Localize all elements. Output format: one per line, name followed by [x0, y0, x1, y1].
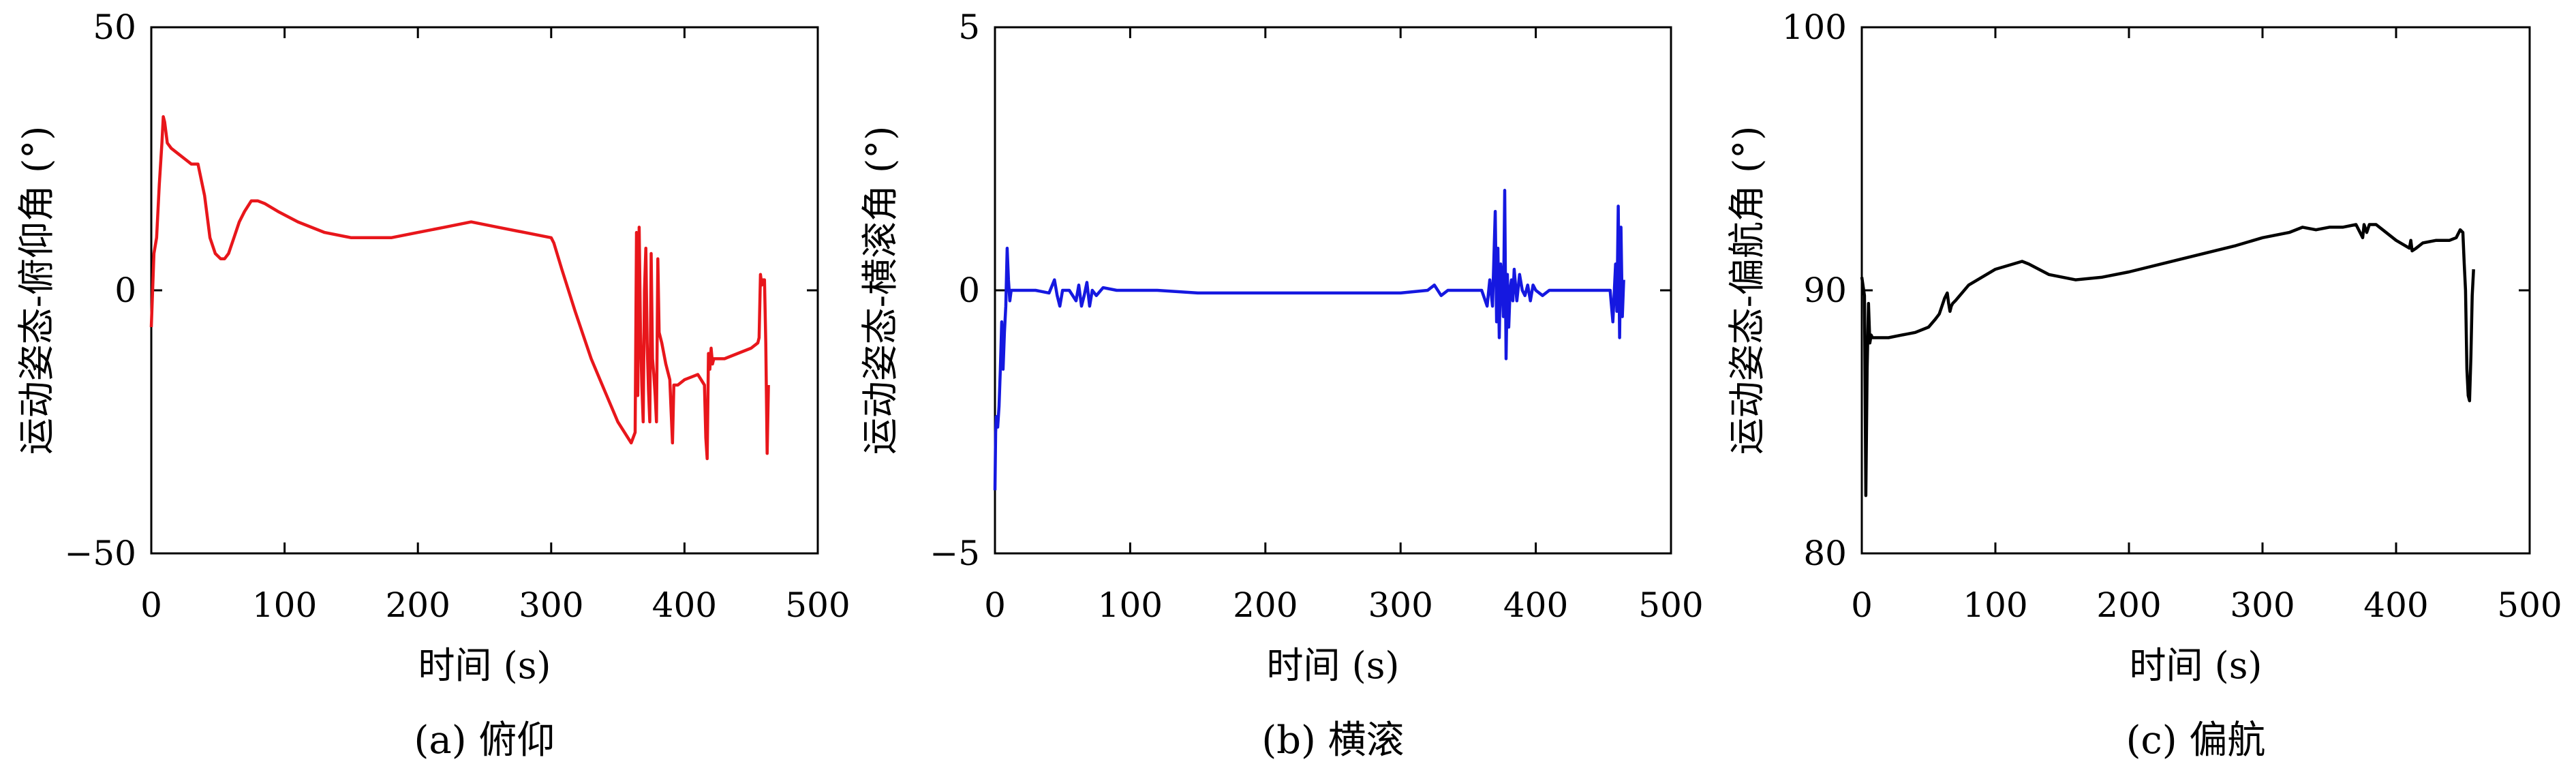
plot-frame [1860, 26, 2531, 555]
y-axis-label: 运动姿态-俯仰角 (°) [15, 126, 58, 455]
x-tick-label: 400 [652, 585, 717, 625]
yaw-panel: 0 100 200 300 400 500 80 90 100 时间 (s) 运动姿态-偏航角 (°… [1726, 7, 2562, 763]
plot-frame [150, 26, 819, 555]
y-tick-label: 100 [1782, 7, 1847, 47]
x-tick-label: 500 [2497, 585, 2562, 625]
x-tick-label: 300 [2230, 585, 2295, 625]
x-tick-label: 200 [385, 585, 450, 625]
x-tick-label: 300 [1368, 585, 1432, 625]
x-tick-label: 400 [1503, 585, 1568, 625]
series-line [1860, 223, 2475, 497]
y-tick-label: 5 [958, 7, 980, 47]
y-tick-label: −5 [930, 534, 980, 573]
x-tick-label: 500 [1638, 585, 1703, 625]
x-tick-label: 500 [785, 585, 850, 625]
series-line [149, 114, 770, 461]
y-tick-label: 0 [114, 271, 136, 310]
x-tick-label: 400 [2363, 585, 2428, 625]
x-axis-label: 时间 (s) [2129, 644, 2262, 687]
y-axis-label: 运动姿态-偏航角 (°) [1726, 126, 1768, 455]
x-tick-label: 300 [519, 585, 583, 625]
panel-caption: (c) 偏航 [2126, 718, 2266, 763]
y-tick-label: 90 [1803, 271, 1847, 310]
y-tick-label: −50 [64, 534, 136, 573]
x-tick-label: 0 [984, 585, 1006, 625]
x-tick-label: 0 [1851, 585, 1873, 625]
y-axis-label: 运动姿态-横滚角 (°) [859, 126, 902, 455]
y-tick-label: 50 [93, 7, 136, 47]
x-tick-label: 200 [2096, 585, 2161, 625]
y-tick-label: 0 [958, 271, 980, 310]
x-tick-label: 100 [1098, 585, 1163, 625]
y-tick-label: 80 [1803, 534, 1847, 573]
x-axis-label: 时间 (s) [418, 644, 551, 687]
x-tick-label: 0 [140, 585, 162, 625]
panel-caption: (a) 俯仰 [414, 718, 555, 763]
panel-caption: (b) 横滚 [1261, 718, 1404, 763]
x-axis-label: 时间 (s) [1266, 644, 1399, 687]
series-line [993, 189, 1625, 491]
x-tick-label: 200 [1233, 585, 1298, 625]
x-tick-label: 100 [252, 585, 317, 625]
x-tick-label: 100 [1963, 585, 2027, 625]
